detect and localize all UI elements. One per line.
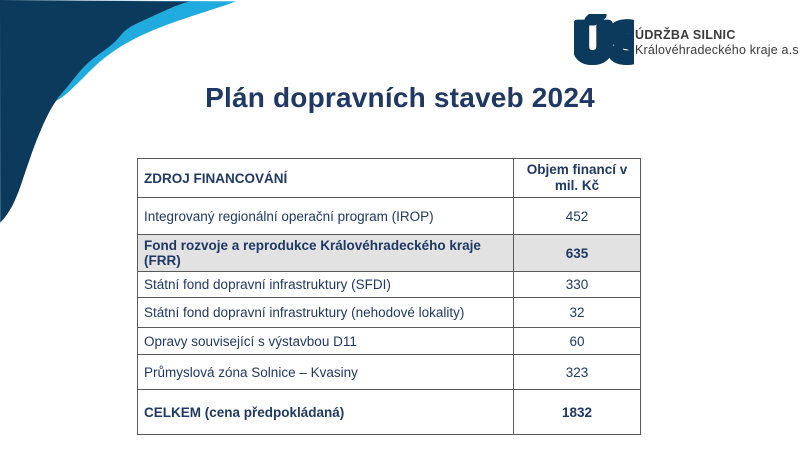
svg-text:ÚS: ÚS <box>574 14 634 72</box>
